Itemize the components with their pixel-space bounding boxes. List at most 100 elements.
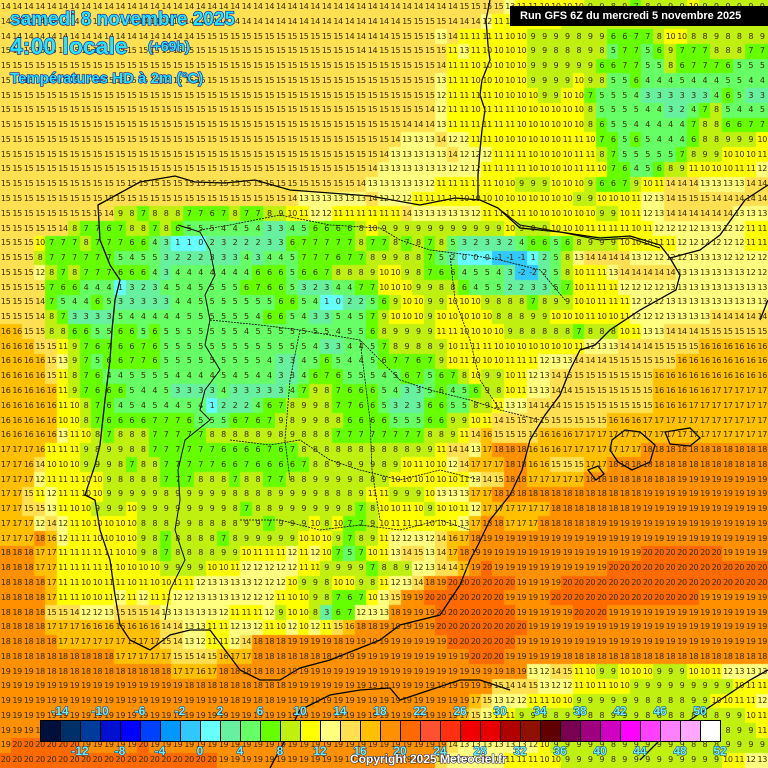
temperature-value: 8 — [439, 431, 444, 439]
temperature-value: 4 — [233, 372, 238, 380]
temperature-value: 5 — [152, 401, 157, 410]
temperature-value: 15 — [35, 165, 45, 173]
temperature-value: 15 — [196, 150, 206, 159]
temperature-value: 20 — [448, 579, 458, 587]
temperature-value: 13 — [379, 608, 389, 617]
temperature-value: 15 — [207, 32, 217, 41]
temperature-value: 18 — [12, 608, 22, 617]
temperature-value: 15 — [276, 150, 286, 159]
temperature-value: 7 — [611, 165, 616, 173]
temperature-value: 19 — [666, 505, 676, 513]
temperature-value: 8 — [439, 283, 444, 292]
color-swatch — [401, 721, 421, 741]
temperature-value: 11 — [746, 224, 756, 233]
temperature-value: 13 — [757, 667, 767, 676]
temperature-value: 18 — [746, 460, 756, 469]
temperature-value: 15 — [1, 150, 11, 159]
temperature-value: 8 — [118, 460, 123, 469]
temperature-value: 19 — [253, 741, 263, 749]
temperature-value: 6 — [725, 91, 730, 100]
temperature-value: 19 — [643, 608, 653, 617]
temperature-value: 10 — [47, 460, 57, 469]
temperature-value: 15 — [161, 180, 171, 188]
temperature-value: 19 — [540, 623, 550, 631]
temperature-value: 11 — [299, 209, 309, 218]
temperature-value: 14 — [81, 3, 91, 11]
temperature-value: 5 — [301, 224, 306, 233]
temperature-value: 15 — [391, 47, 401, 55]
temperature-value: 15 — [24, 224, 34, 233]
temperature-value: 15 — [368, 91, 378, 100]
temperature-value: 18 — [12, 652, 22, 661]
temperature-value: 14 — [666, 195, 676, 203]
temperature-value: 11 — [138, 579, 148, 587]
temperature-value: 18 — [746, 652, 756, 661]
temperature-value: 8 — [198, 534, 203, 543]
temperature-value: 20 — [482, 564, 492, 572]
temperature-value: 11 — [574, 135, 584, 144]
temperature-value: 15 — [368, 106, 378, 114]
temperature-value: 18 — [459, 549, 469, 557]
temperature-value: 5 — [450, 239, 455, 247]
legend-tick-label: 40 — [593, 744, 607, 759]
temperature-value: 9 — [370, 534, 375, 543]
temperature-value: 19 — [414, 741, 424, 749]
temperature-value: 16 — [677, 401, 687, 410]
temperature-value: 5 — [347, 372, 352, 380]
temperature-value: 4 — [175, 401, 180, 410]
temperature-value: 4 — [187, 283, 192, 292]
temperature-value: 15 — [161, 195, 171, 203]
temperature-value: 15 — [127, 76, 137, 85]
temperature-value: 7 — [313, 239, 318, 247]
temperature-value: 19 — [666, 638, 676, 646]
temperature-value: 8 — [382, 460, 387, 469]
temperature-value: 11 — [505, 756, 515, 764]
temperature-value: 3 — [152, 283, 157, 292]
temperature-value: 19 — [654, 490, 664, 498]
temperature-value: 19 — [448, 697, 458, 705]
temperature-value: 14 — [150, 3, 160, 11]
temperature-value: 18 — [116, 667, 126, 676]
temperature-value: 10 — [494, 342, 504, 351]
temperature-value: 18 — [368, 623, 378, 631]
temperature-value: 10 — [402, 475, 412, 484]
temperature-value: 6 — [106, 387, 111, 395]
temperature-value: 10 — [528, 209, 538, 218]
legend-tick-label: 30 — [493, 704, 507, 719]
temperature-value: 5 — [233, 357, 238, 365]
temperature-value: 8 — [198, 475, 203, 484]
temperature-value: 2 — [244, 239, 249, 247]
temperature-value: 20 — [757, 564, 767, 572]
temperature-value: 15 — [138, 106, 148, 114]
temperature-value: 9 — [703, 697, 708, 705]
temperature-value: 18 — [654, 460, 664, 469]
temperature-value: 14 — [551, 667, 561, 676]
temperature-value: 4 — [198, 401, 203, 410]
temperature-value: 3 — [416, 387, 421, 395]
temperature-value: 13 — [528, 667, 538, 676]
temperature-value: 19 — [425, 697, 435, 705]
temperature-value: 5 — [611, 91, 616, 100]
temperature-value: 6 — [382, 416, 387, 425]
temperature-value: 11 — [746, 682, 756, 690]
temperature-value: 19 — [735, 623, 745, 631]
temperature-value: 15 — [631, 357, 641, 365]
temperature-value: 16 — [689, 357, 699, 365]
temperature-value: 6 — [256, 446, 261, 454]
temperature-value: 19 — [356, 711, 366, 720]
temperature-value: 16 — [723, 357, 733, 365]
temperature-value: 5 — [233, 283, 238, 292]
temperature-value: 6 — [221, 446, 226, 454]
temperature-value: 10 — [517, 32, 527, 41]
temperature-value: 15 — [219, 150, 229, 159]
temperature-value: 9 — [359, 579, 364, 587]
temperature-value: 20 — [689, 579, 699, 587]
temperature-value: 3 — [531, 283, 536, 292]
temperature-value: 11 — [379, 490, 389, 498]
temperature-value: 8 — [152, 534, 157, 543]
temperature-value: 9 — [531, 224, 536, 233]
temperature-value: 14 — [459, 17, 469, 26]
temperature-value: 15 — [35, 195, 45, 203]
temperature-value: 13 — [654, 209, 664, 218]
temperature-value: 6 — [370, 416, 375, 425]
